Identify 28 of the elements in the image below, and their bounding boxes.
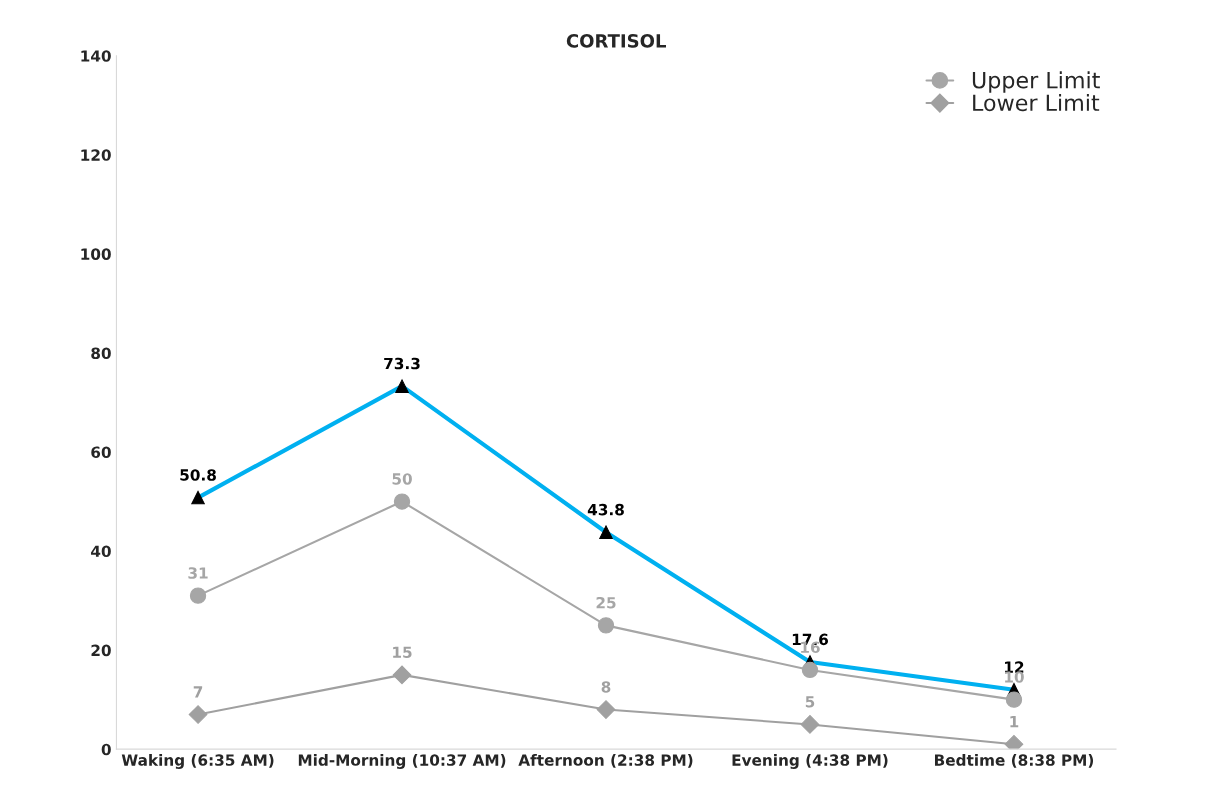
x-tick-label: Mid-Morning (10:37 AM) [298, 754, 506, 769]
x-tick-label: Waking (6:35 AM) [121, 754, 274, 769]
data-label: 15 [393, 646, 412, 659]
y-tick-label: 0 [101, 743, 111, 756]
data-label: 8 [601, 681, 611, 693]
data-label: 1 [1010, 716, 1019, 728]
data-label: 73.3 [384, 357, 420, 370]
y-tick-label: 80 [91, 347, 111, 359]
data-label: 50 [392, 473, 412, 485]
y-tick-label: 20 [91, 644, 111, 657]
legend-label: Upper Limit [972, 71, 1100, 93]
data-label: 5 [805, 696, 815, 708]
x-tick-label: Bedtime (8:38 PM) [934, 754, 1094, 768]
x-tick-label: Evening (4:38 PM) [732, 754, 888, 769]
y-tick-label: 120 [81, 149, 111, 161]
chart-title: CORTISOL [566, 34, 666, 48]
data-label: 7 [193, 686, 203, 698]
y-tick-label: 40 [91, 545, 111, 558]
data-label: 10 [1005, 671, 1024, 683]
legend-label: Lower Limit [973, 93, 1100, 112]
y-tick-label: 60 [91, 446, 111, 459]
x-tick-label: Afternoon (2:38 PM) [518, 754, 693, 768]
data-label: 31 [188, 567, 208, 579]
data-label: 50.8 [180, 469, 216, 481]
y-tick-label: 140 [81, 50, 111, 62]
data-label: 43.8 [587, 503, 624, 516]
data-label: 25 [596, 596, 616, 609]
y-tick-label: 100 [81, 248, 111, 260]
